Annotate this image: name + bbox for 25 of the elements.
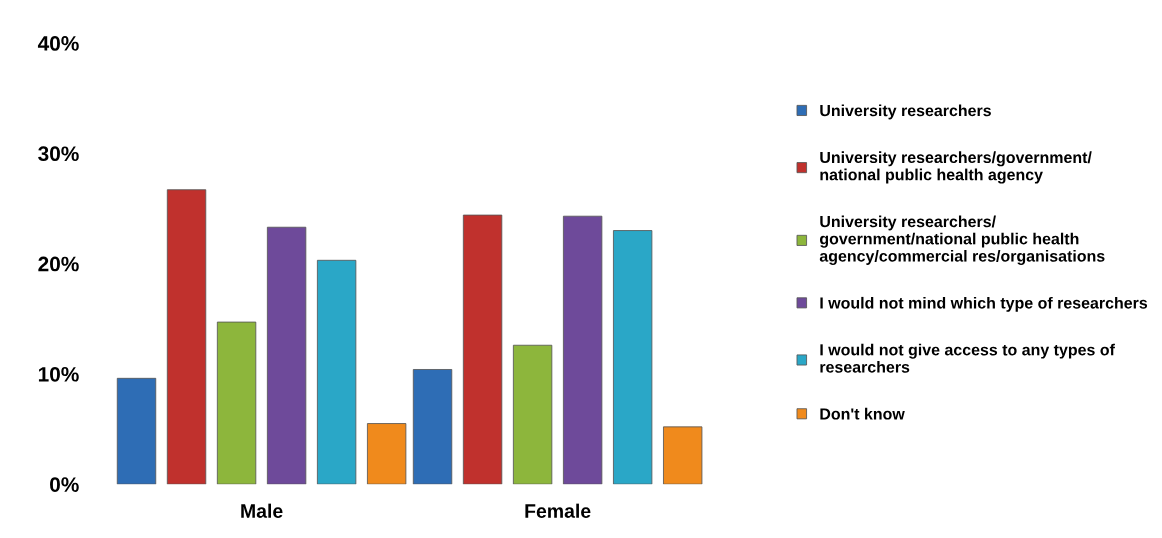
bar bbox=[216, 321, 257, 485]
x-tick-label: Female bbox=[525, 503, 591, 518]
legend-label: University researchers/ government/national public health agency/commercial res/organisations bbox=[819, 215, 1105, 265]
y-tick-label: 20% bbox=[38, 256, 79, 272]
y-tick-label: 40% bbox=[37, 36, 79, 51]
bar bbox=[562, 215, 603, 485]
y-tick-label: 0% bbox=[50, 477, 79, 492]
legend-label: I would not mind which type of researchers bbox=[820, 296, 1148, 312]
bar bbox=[462, 214, 503, 485]
bar bbox=[166, 189, 207, 485]
bar bbox=[663, 426, 703, 485]
bar bbox=[512, 344, 553, 485]
bar bbox=[367, 423, 407, 485]
y-tick-label: 30% bbox=[38, 146, 79, 162]
bar bbox=[116, 377, 157, 485]
x-tick-label: Male bbox=[241, 503, 283, 518]
legend-label: University researchers/government/ national public health agency bbox=[820, 151, 1092, 184]
legend-label: Don't know bbox=[820, 407, 905, 420]
bar bbox=[613, 230, 653, 485]
legend-label: University researchers bbox=[820, 104, 991, 120]
bar bbox=[412, 369, 453, 485]
legend-label: I would not give access to any types of researchers bbox=[820, 343, 1115, 373]
y-tick-label: 10% bbox=[38, 366, 79, 382]
bar bbox=[316, 259, 357, 485]
bar bbox=[266, 226, 307, 485]
